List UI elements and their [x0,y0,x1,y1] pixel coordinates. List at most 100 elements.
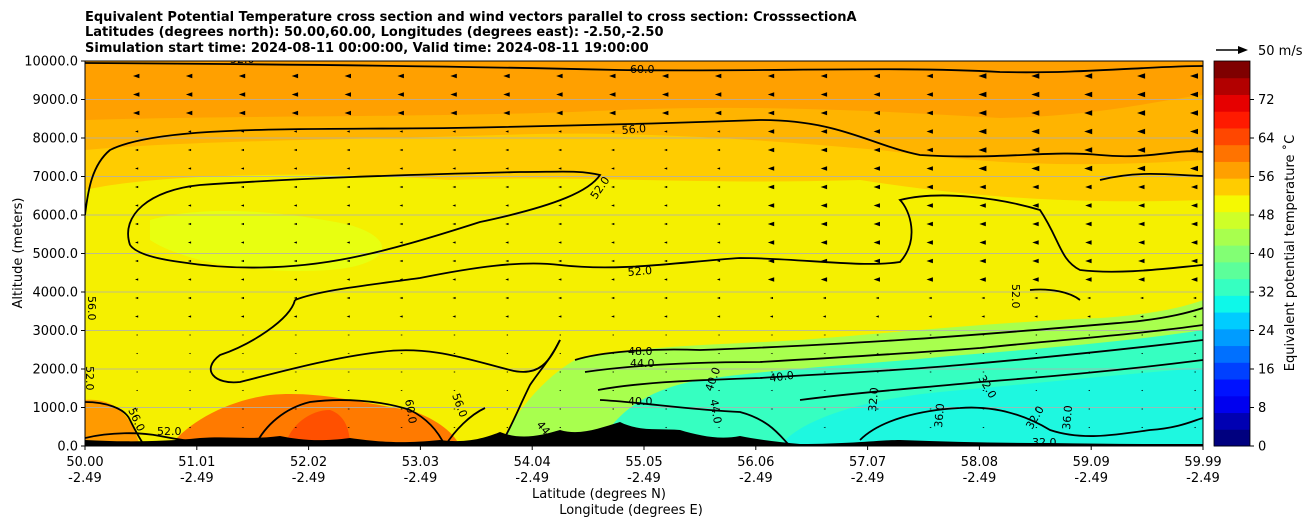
wind-arrow-icon [978,110,987,116]
wind-arrow-icon [1193,352,1196,355]
wind-arrow-icon [1084,147,1093,153]
wind-arrow-icon [717,408,720,410]
x-tick-label-lon: -2.49 [963,471,997,486]
wind-arrow-icon [452,130,456,133]
wind-arrow-icon [664,296,668,300]
wind-arrow-icon [240,259,244,263]
wind-arrow-icon [926,203,933,208]
wind-arrow-icon [294,426,297,429]
contour-44-surface [499,339,561,446]
wind-arrow-icon [982,426,985,429]
wind-arrow-icon [716,204,721,207]
wind-arrow-icon [505,259,509,263]
x-tick-label-lat: 56.06 [737,455,774,470]
contour-60-top [85,62,1203,74]
contour-label: 32.0 [866,387,881,413]
wind-arrow-icon [399,185,403,189]
colorbar-segment [1214,429,1250,447]
wind-arrow-icon [1032,240,1039,245]
wind-arrow-icon [1084,110,1093,116]
wind-arrow-icon [926,166,933,171]
wind-arrow-icon [400,334,403,336]
wind-arrow-icon [1193,315,1197,318]
wind-arrow-icon [823,352,826,355]
wind-arrow-icon [293,167,297,170]
wind-arrow-icon [876,352,879,355]
wind-arrow-icon [820,92,828,97]
wind-arrow-icon [1191,258,1198,264]
wind-arrow-icon [767,240,775,245]
wind-arrow-icon [770,371,773,373]
y-tick-label: 9000.0 [33,93,79,108]
wind-arrow-icon [664,241,668,244]
wind-arrow-icon [978,165,987,172]
contour-label: 44.0 [707,398,724,424]
colorbar-segment [1214,245,1250,263]
wind-arrow-icon [926,221,933,227]
wind-arrow-icon [452,278,456,281]
wind-arrow-icon [240,315,244,318]
contour-40 [597,339,1203,391]
wind-arrow-icon [716,241,721,244]
wind-arrow-icon [875,315,879,318]
wind-arrow-icon [505,315,509,318]
wind-arrow-icon [452,222,456,226]
colorbar-label: Equivalent potential temperature ˚C [1282,135,1298,371]
wind-arrow-icon [188,334,191,336]
colorbar-segment [1214,194,1250,213]
wind-arrow-icon [347,408,350,410]
wind-arrow-icon [347,389,350,392]
y-tick-label: 3000.0 [33,324,79,339]
wind-arrow-icon [820,240,828,245]
wind-arrow-icon [714,92,722,97]
wind-arrow-icon [452,259,456,263]
colorbar-segment [1214,111,1250,129]
wind-arrow-icon [558,241,562,244]
wind-arrow-icon [347,371,350,373]
wind-arrow-icon [664,204,668,207]
wind-arrow-icon [505,167,509,170]
wind-arrow-icon [979,258,986,264]
wind-arrow-icon [926,92,933,97]
wind-arrow-icon [135,278,139,281]
wind-arrow-icon [1034,296,1038,300]
wind-arrow-icon [979,203,986,208]
wind-arrow-icon [767,277,775,282]
wind-arrow-icon [926,277,933,282]
wind-arrow-icon [873,166,880,171]
wind-arrow-icon [241,334,244,336]
wind-arrow-icon [1138,221,1145,227]
wind-arrow-icon [397,92,404,97]
wind-arrow-icon [293,222,297,226]
x-tick-label-lat: 54.04 [514,455,551,470]
wind-arrow-icon [717,352,720,355]
wind-arrow-icon [873,203,880,208]
wind-arrow-icon [187,296,192,300]
wind-arrow-icon [135,130,139,133]
plot-area: 60.0 56.0 52.0 52.0 52.0 56.0 52.0 52.0 … [85,61,1203,446]
contour-label: 36.0 [932,403,947,429]
x-tick-label-lon: -2.49 [68,471,102,486]
wind-arrow-icon [399,241,403,244]
wind-arrow-icon [767,221,775,227]
wind-arrow-icon [135,408,138,410]
wind-arrow-icon [820,129,828,134]
x-tick-label-lon: -2.49 [1074,471,1108,486]
x-axis: 50.00-2.4951.01-2.4952.02-2.4953.03-2.49… [66,446,1222,486]
wind-arrow-icon [135,389,138,392]
colorbar-segment [1214,345,1250,363]
wind-arrow-icon [293,315,297,318]
wind-arrow-icon [716,315,721,318]
wind-arrow-icon [929,352,932,355]
contour-label: 52.0 [627,264,653,279]
wind-arrow-icon [346,259,350,263]
wind-arrow-icon [346,296,350,300]
wind-arrow-icon [1193,371,1196,373]
wind-arrow-icon [559,334,561,336]
wind-arrow-icon [240,222,244,226]
wind-arrow-icon [1084,73,1093,79]
wind-arrow-icon [929,389,932,392]
x-tick-label-lat: 55.05 [625,455,662,470]
wind-arrow-icon [346,185,350,189]
wind-arrow-icon [1035,352,1038,355]
